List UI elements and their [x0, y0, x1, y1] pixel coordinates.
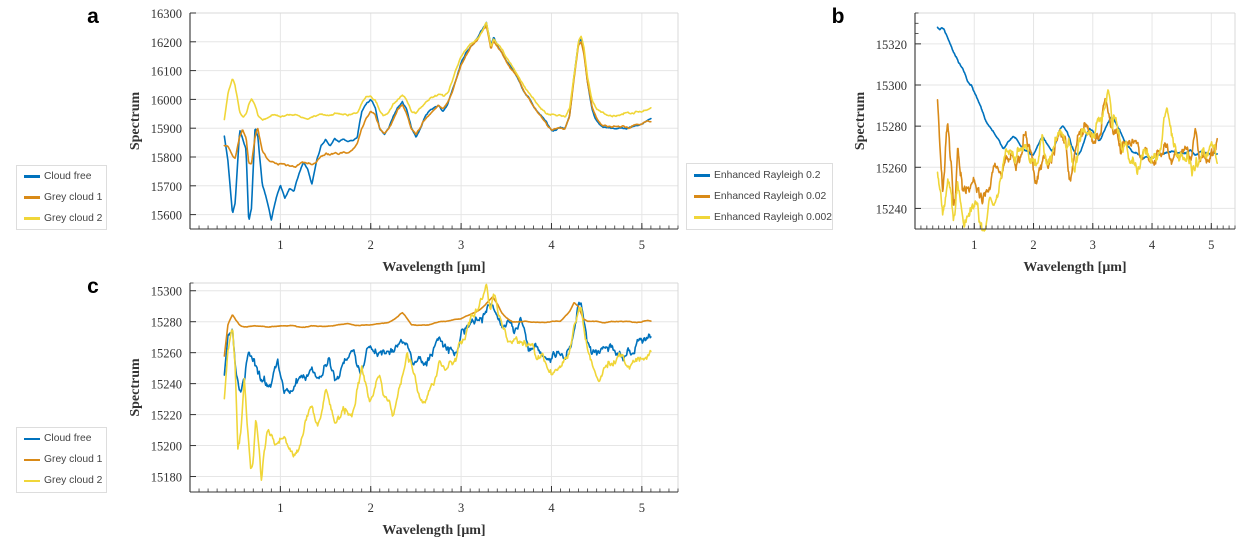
svg-text:c: c	[87, 275, 99, 298]
svg-text:5: 5	[639, 238, 645, 252]
svg-text:a: a	[87, 5, 99, 28]
svg-text:15240: 15240	[876, 202, 907, 216]
svg-text:15320: 15320	[876, 38, 907, 52]
svg-text:Wavelength [μm]: Wavelength [μm]	[382, 523, 485, 538]
svg-text:15800: 15800	[151, 151, 182, 165]
svg-text:Spectrum: Spectrum	[853, 92, 868, 151]
svg-text:1: 1	[971, 238, 977, 252]
svg-text:15300: 15300	[876, 79, 907, 93]
svg-text:Spectrum: Spectrum	[128, 358, 143, 417]
svg-text:1: 1	[277, 238, 283, 252]
svg-text:15220: 15220	[151, 409, 182, 423]
svg-text:16300: 16300	[151, 7, 182, 21]
svg-text:15900: 15900	[151, 122, 182, 136]
svg-text:2: 2	[368, 238, 374, 252]
svg-text:3: 3	[1090, 238, 1096, 252]
svg-text:15280: 15280	[151, 316, 182, 330]
svg-text:Spectrum: Spectrum	[128, 92, 143, 151]
svg-text:b: b	[832, 5, 845, 28]
svg-text:3: 3	[458, 501, 464, 515]
svg-text:15260: 15260	[876, 161, 907, 175]
svg-text:15300: 15300	[151, 285, 182, 299]
svg-text:4: 4	[1149, 238, 1156, 252]
svg-text:15600: 15600	[151, 209, 182, 223]
svg-text:16200: 16200	[151, 36, 182, 50]
svg-text:4: 4	[548, 501, 555, 515]
svg-text:15260: 15260	[151, 347, 182, 361]
svg-text:15240: 15240	[151, 378, 182, 392]
svg-text:1: 1	[277, 501, 283, 515]
svg-text:15180: 15180	[151, 471, 182, 485]
svg-text:3: 3	[458, 238, 464, 252]
svg-text:15700: 15700	[151, 180, 182, 194]
svg-text:Wavelength [μm]: Wavelength [μm]	[1023, 260, 1126, 275]
svg-text:2: 2	[368, 501, 374, 515]
svg-text:16100: 16100	[151, 65, 182, 79]
svg-text:4: 4	[548, 238, 555, 252]
svg-text:2: 2	[1030, 238, 1036, 252]
svg-text:5: 5	[639, 501, 645, 515]
svg-text:16000: 16000	[151, 93, 182, 107]
svg-text:15280: 15280	[876, 120, 907, 134]
svg-text:15200: 15200	[151, 440, 182, 454]
svg-text:5: 5	[1208, 238, 1214, 252]
